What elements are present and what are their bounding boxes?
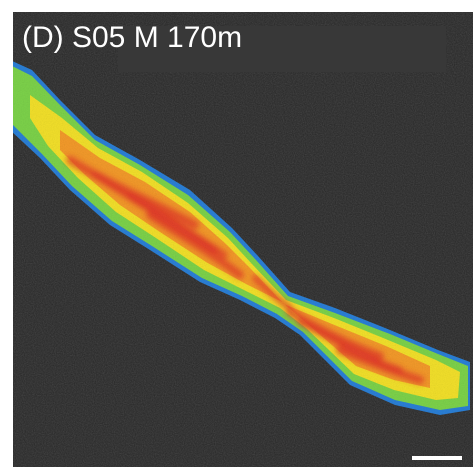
label-background-strip <box>118 26 446 72</box>
panel-label: (D) S05 M 170m <box>22 21 243 54</box>
scale-bar <box>412 456 462 460</box>
